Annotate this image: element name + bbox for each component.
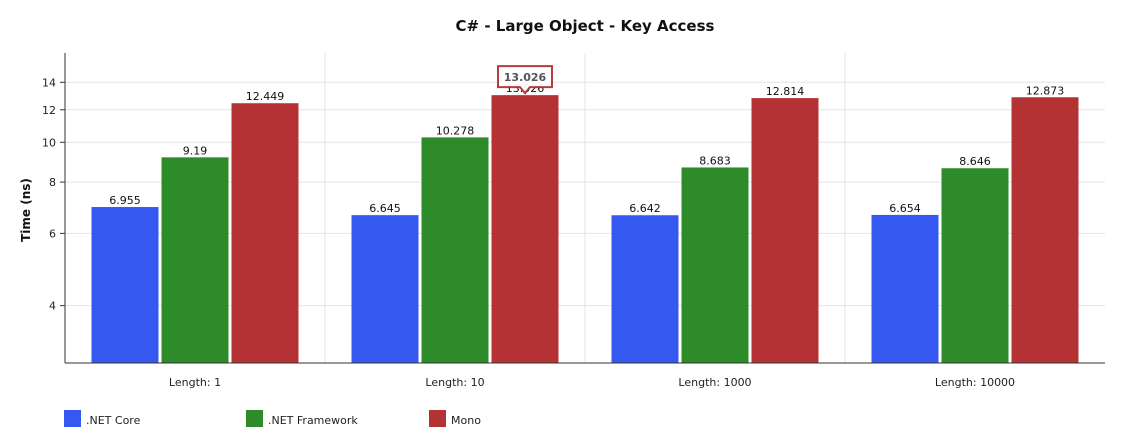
data-label: 6.955 (109, 194, 141, 207)
legend-label: .NET Framework (268, 414, 358, 427)
legend-swatch (246, 410, 263, 427)
data-label: 12.814 (766, 85, 805, 98)
bar[interactable] (681, 167, 749, 363)
bar[interactable] (231, 103, 299, 363)
x-tick-label: Length: 10000 (935, 376, 1015, 389)
bars (91, 95, 1079, 364)
legend-label: .NET Core (86, 414, 141, 427)
data-label: 9.19 (183, 144, 208, 157)
bar[interactable] (941, 168, 1009, 363)
bar[interactable] (491, 95, 559, 363)
data-label: 12.873 (1026, 84, 1065, 97)
x-tick-label: Length: 10 (425, 376, 484, 389)
bar[interactable] (1011, 97, 1079, 364)
bar[interactable] (161, 157, 229, 363)
bar[interactable] (751, 98, 819, 363)
data-label: 6.642 (629, 202, 661, 215)
tooltip-text: 13.026 (504, 71, 547, 84)
bar[interactable] (421, 137, 489, 363)
axes: 4 6 8 10 12 14 Length: 1 Length: 10 Length: 1000… (42, 53, 1105, 389)
bar[interactable] (351, 215, 419, 363)
legend-label: Mono (451, 414, 481, 427)
chart-title: C# - Large Object - Key Access (456, 17, 715, 35)
tooltip-box (497, 65, 553, 95)
legend-item[interactable]: .NET Core (64, 410, 141, 427)
bar[interactable] (91, 207, 159, 363)
y-tick-label: 14 (42, 76, 56, 89)
data-label: 8.646 (959, 155, 991, 168)
x-tick-label: Length: 1000 (678, 376, 751, 389)
data-label: 10.278 (436, 124, 475, 137)
bar[interactable] (871, 214, 939, 363)
legend-item[interactable]: Mono (429, 410, 481, 427)
y-tick-label: 10 (42, 136, 56, 149)
tooltip: 13.026 (497, 65, 553, 95)
x-tick-label: Length: 1 (169, 376, 221, 389)
y-tick-label: 4 (49, 300, 56, 313)
data-label: 6.645 (369, 202, 401, 215)
bar[interactable] (611, 215, 679, 363)
legend[interactable]: .NET Core .NET Framework Mono (64, 410, 481, 427)
y-tick-label: 8 (49, 176, 56, 189)
y-axis-label: Time (ns) (19, 178, 33, 242)
data-label: 6.654 (889, 202, 921, 215)
y-tick-label: 6 (49, 227, 56, 240)
data-label: 8.683 (699, 154, 731, 167)
y-tick-label: 12 (42, 104, 56, 117)
legend-swatch (64, 410, 81, 427)
data-labels: 6.9559.1912.4496.64510.27813.0266.6428.6… (109, 82, 1064, 215)
data-label: 12.449 (246, 90, 285, 103)
legend-item[interactable]: .NET Framework (246, 410, 358, 427)
legend-swatch (429, 410, 446, 427)
